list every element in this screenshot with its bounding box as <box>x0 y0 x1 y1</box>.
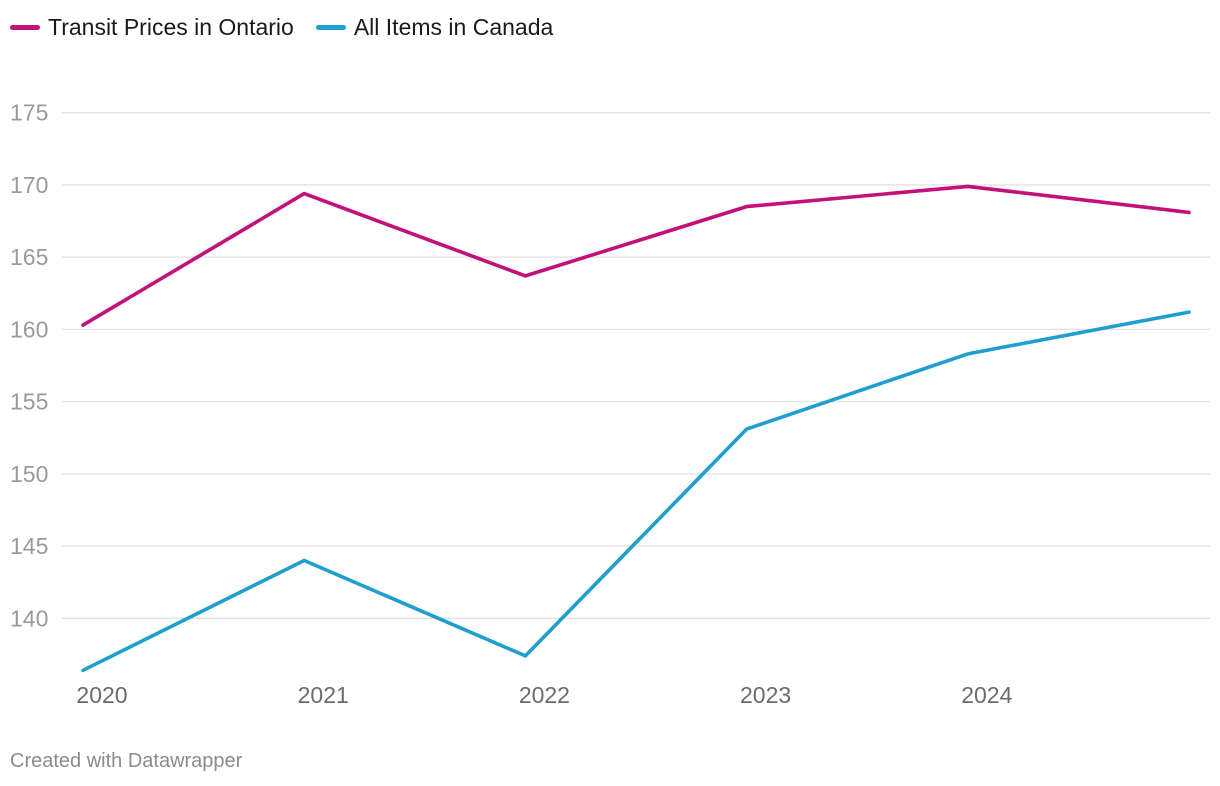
gridlines <box>62 112 1210 619</box>
series-line-transit <box>81 184 1191 327</box>
legend-swatch-transit <box>10 25 40 30</box>
y-tick-label-175: 175 <box>10 100 48 126</box>
x-tick-label-2021: 2021 <box>298 682 349 708</box>
x-tick-label-2023: 2023 <box>740 682 791 708</box>
series-line-all-items <box>81 310 1191 673</box>
legend: Transit Prices in Ontario All Items in C… <box>10 14 553 41</box>
y-tick-label-160: 160 <box>10 316 48 342</box>
x-tick-label-2024: 2024 <box>961 682 1012 708</box>
footer-credit: Created with Datawrapper <box>10 750 243 772</box>
y-tick-label-150: 150 <box>10 461 48 487</box>
legend-swatch-all-items <box>315 25 346 30</box>
series-lines <box>81 184 1191 673</box>
x-axis-ticks: 2020 2021 2022 2023 2024 <box>76 682 1012 708</box>
legend-label-transit: Transit Prices in Ontario <box>48 14 294 40</box>
y-tick-label-170: 170 <box>10 172 48 198</box>
y-tick-label-165: 165 <box>10 244 48 270</box>
y-axis-ticks: 140 145 150 155 160 165 170 175 <box>10 100 48 632</box>
legend-label-all-items: All Items in Canada <box>353 14 554 40</box>
y-tick-label-155: 155 <box>10 389 48 415</box>
x-tick-label-2022: 2022 <box>519 682 570 708</box>
legend-item-transit: Transit Prices in Ontario <box>10 14 294 41</box>
legend-item-all-items: All Items in Canada <box>315 14 554 41</box>
y-tick-label-140: 140 <box>10 605 48 631</box>
x-tick-label-2020: 2020 <box>76 682 127 708</box>
y-tick-label-145: 145 <box>10 533 48 559</box>
